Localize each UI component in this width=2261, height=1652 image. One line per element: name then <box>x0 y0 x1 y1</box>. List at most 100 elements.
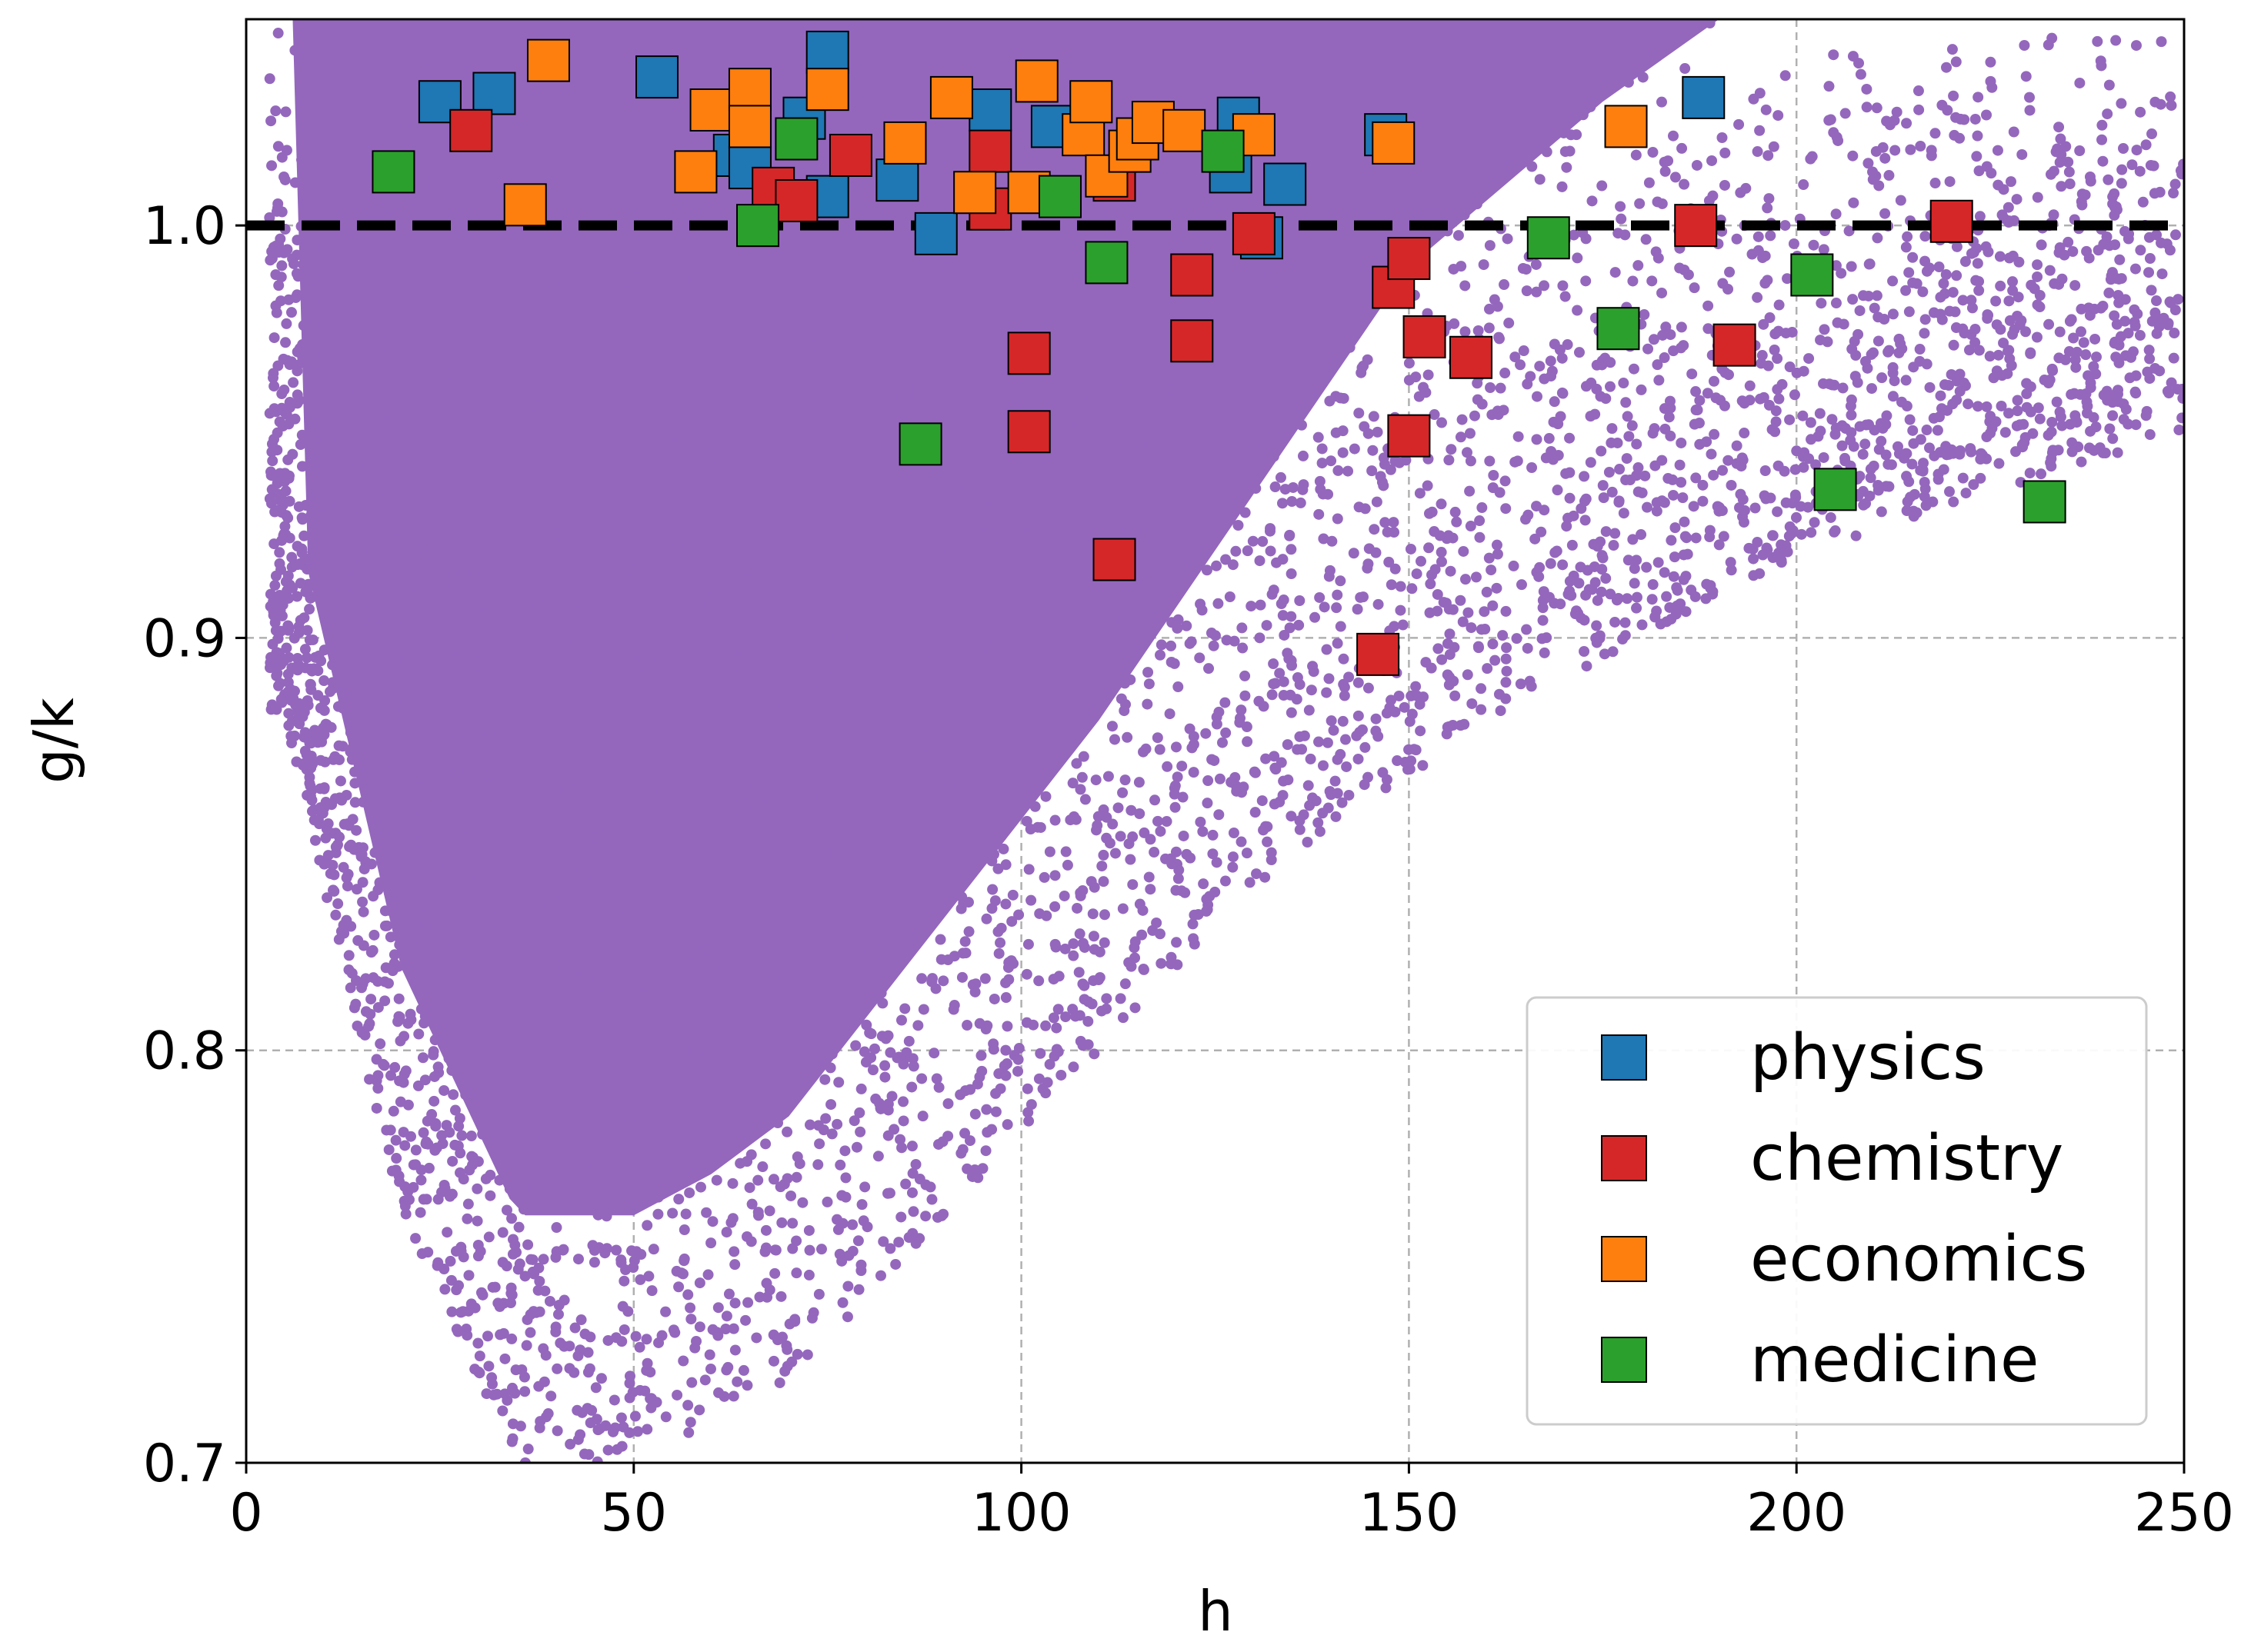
cloud-point <box>572 1434 584 1445</box>
cloud-point <box>863 522 875 534</box>
cloud-point <box>1968 479 1979 491</box>
cloud-point <box>315 754 326 766</box>
cloud-point <box>347 814 358 825</box>
cloud-point <box>394 939 405 951</box>
cloud-point <box>409 612 420 624</box>
cloud-point <box>1055 1069 1067 1081</box>
cloud-point <box>1372 426 1383 438</box>
cloud-point <box>2083 302 2095 314</box>
cloud-point <box>282 244 293 255</box>
cloud-point <box>1716 505 1728 516</box>
cloud-point <box>572 1254 584 1265</box>
cloud-point <box>1309 611 1321 623</box>
cloud-point <box>1405 543 1416 555</box>
cloud-point <box>785 794 796 806</box>
cloud-point <box>1028 1019 1039 1031</box>
cloud-point <box>759 1114 771 1126</box>
cloud-point <box>995 922 1007 934</box>
cloud-point <box>1419 173 1430 185</box>
cloud-point <box>1415 725 1426 737</box>
cloud-point <box>1406 708 1418 720</box>
cloud-point <box>872 611 884 622</box>
cloud-point <box>678 1121 689 1132</box>
cloud-point <box>382 564 393 575</box>
cloud-point <box>1035 821 1046 833</box>
chemistry-marker <box>1674 204 1718 248</box>
cloud-point <box>1854 421 1866 432</box>
cloud-point <box>905 934 917 945</box>
cloud-point <box>267 455 278 467</box>
chemistry-marker <box>1007 331 1051 375</box>
cloud-point <box>2011 194 2023 205</box>
cloud-point <box>1636 529 1647 541</box>
physics-marker <box>1263 162 1307 206</box>
cloud-point <box>1986 82 1998 93</box>
cloud-point <box>414 665 425 677</box>
cloud-point <box>1872 335 1884 347</box>
cloud-point <box>427 893 439 904</box>
cloud-point <box>1123 838 1135 850</box>
cloud-point <box>298 132 309 144</box>
cloud-point <box>429 417 441 428</box>
cloud-point <box>869 771 881 783</box>
cloud-point <box>552 1363 563 1374</box>
cloud-point <box>1921 358 1933 370</box>
cloud-point <box>942 878 953 889</box>
cloud-point <box>1156 958 1167 969</box>
cloud-point <box>785 378 797 390</box>
cloud-point <box>2079 189 2091 201</box>
cloud-point <box>436 817 448 828</box>
cloud-point <box>352 934 364 946</box>
cloud-point <box>419 1004 430 1016</box>
cloud-point <box>400 1065 412 1077</box>
cloud-point <box>1476 502 1488 514</box>
cloud-point <box>744 628 755 639</box>
cloud-point <box>974 801 985 813</box>
cloud-point <box>2063 166 2075 178</box>
cloud-point <box>1353 408 1365 419</box>
cloud-point <box>1090 692 1102 704</box>
cloud-point <box>334 280 345 291</box>
cloud-point <box>612 907 623 918</box>
cloud-point <box>501 1261 512 1272</box>
cloud-point <box>1561 521 1572 532</box>
cloud-point <box>883 694 895 705</box>
cloud-point <box>1298 809 1309 821</box>
cloud-point <box>1573 578 1585 589</box>
cloud-point <box>577 120 589 132</box>
cloud-point <box>1101 832 1112 844</box>
cloud-point <box>695 548 706 559</box>
cloud-point <box>454 448 465 460</box>
cloud-point <box>2097 447 2109 458</box>
cloud-point <box>427 508 439 519</box>
cloud-point <box>316 157 328 168</box>
cloud-point <box>689 641 700 652</box>
cloud-point <box>561 1099 572 1111</box>
cloud-point <box>1573 347 1585 358</box>
cloud-point <box>1007 889 1019 901</box>
cloud-point <box>826 876 838 888</box>
cloud-point <box>1449 690 1461 701</box>
cloud-point <box>1576 503 1587 515</box>
cloud-point <box>410 1159 422 1171</box>
cloud-point <box>1284 622 1296 634</box>
cloud-point <box>686 1377 698 1388</box>
cloud-point <box>573 1088 585 1100</box>
cloud-point <box>274 547 285 558</box>
cloud-point <box>938 1208 949 1220</box>
cloud-point <box>1370 713 1382 724</box>
cloud-point <box>272 198 284 209</box>
cloud-point <box>1154 478 1166 490</box>
cloud-point <box>780 488 792 499</box>
cloud-point <box>849 705 860 717</box>
cloud-point <box>1479 624 1491 635</box>
cloud-point <box>1872 311 1884 323</box>
cloud-point <box>2176 384 2184 395</box>
cloud-point <box>1568 229 1579 241</box>
cloud-point <box>1825 511 1836 523</box>
cloud-point <box>1268 451 1279 462</box>
cloud-point <box>869 783 880 794</box>
cloud-point <box>318 321 329 332</box>
cloud-point <box>463 872 475 884</box>
cloud-point <box>518 896 529 908</box>
